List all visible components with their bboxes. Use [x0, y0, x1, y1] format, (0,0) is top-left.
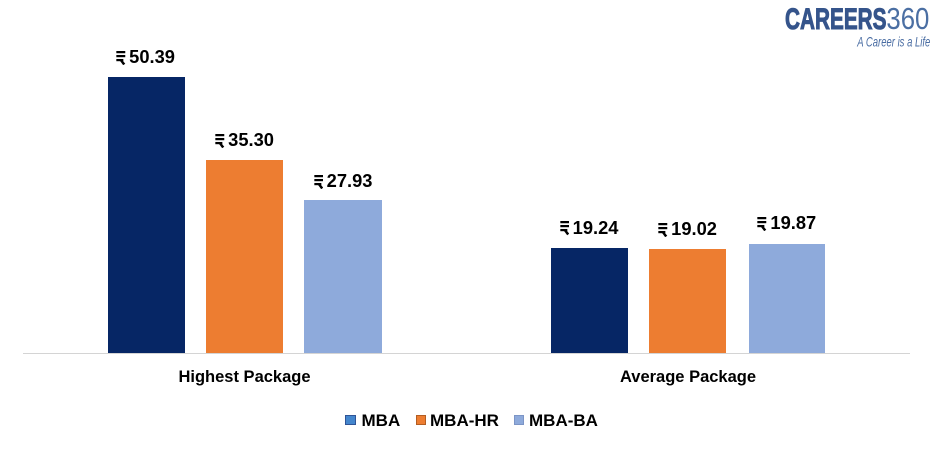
svg-text:360: 360: [886, 4, 929, 36]
svg-text:A Career is a Life: A Career is a Life: [857, 33, 931, 49]
svg-text:CAREERS: CAREERS: [785, 4, 887, 36]
